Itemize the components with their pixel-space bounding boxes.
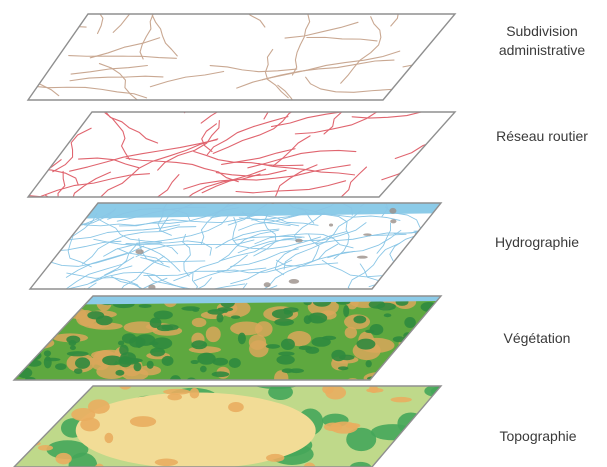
layer-frame-hydro bbox=[28, 202, 443, 290]
layer-frame-admin bbox=[26, 13, 457, 101]
layer-veg bbox=[12, 295, 443, 381]
label-admin-line-2: administrative bbox=[498, 42, 586, 58]
label-veg-line-1: Végétation bbox=[503, 330, 571, 346]
layer-frame-topo bbox=[13, 385, 443, 467]
layer-admin bbox=[26, 13, 457, 101]
layer-routes bbox=[26, 111, 457, 198]
label-topo: Topographie bbox=[458, 427, 607, 446]
layer-frame-veg bbox=[12, 295, 443, 381]
label-routes: Réseau routier bbox=[462, 127, 607, 146]
label-hydro: Hydrographie bbox=[457, 233, 607, 252]
layer-hydro bbox=[28, 202, 443, 290]
label-hydro-line-1: Hydrographie bbox=[494, 234, 580, 250]
label-topo-line-1: Topographie bbox=[499, 428, 577, 444]
layer-topo bbox=[13, 385, 443, 467]
layer-frame-routes bbox=[26, 111, 457, 198]
label-routes-line-1: Réseau routier bbox=[496, 128, 588, 144]
label-admin-line-1: Subdivision bbox=[506, 23, 578, 39]
label-admin: Subdivision administrative bbox=[462, 22, 607, 60]
label-veg: Végétation bbox=[457, 329, 607, 348]
